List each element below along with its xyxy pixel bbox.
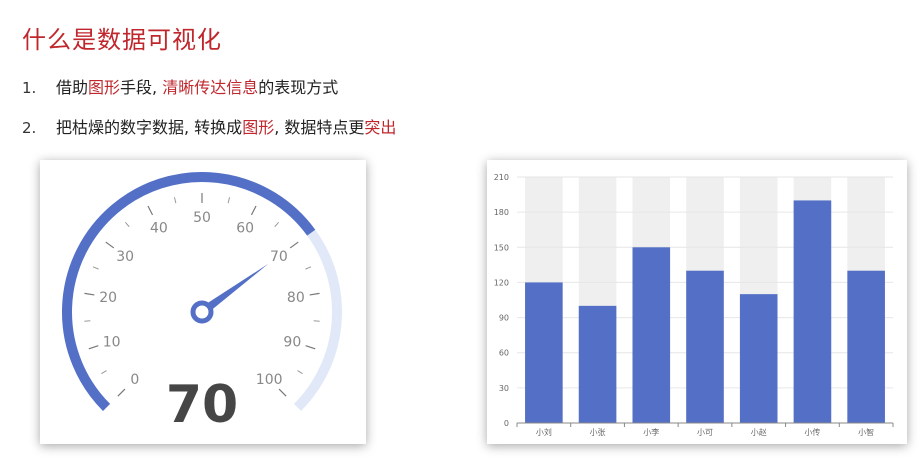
text-segment: 把枯燥的数字数据, 转换成 <box>56 118 243 137</box>
gauge-card: 0 10 20 30 40 50 60 70 80 90 100 70 <box>40 160 366 444</box>
gauge-tick-label: 30 <box>116 249 134 265</box>
gauge-tick-label: 70 <box>270 249 288 265</box>
text-segment: , 数据特点更 <box>274 118 365 137</box>
highlight-segment: 清晰传达信息 <box>162 78 259 97</box>
gauge-minor-tick <box>227 197 231 204</box>
text-segment: 借助 <box>56 78 89 97</box>
page-title: 什么是数据可视化 <box>22 26 222 54</box>
gauge-minor-tick <box>297 370 303 375</box>
gauge-major-tick <box>289 241 299 249</box>
gauge-value: 70 <box>166 375 238 435</box>
gauge-major-tick <box>250 205 257 216</box>
gauge-tick-label: 50 <box>193 210 211 226</box>
x-tick-label: 小赵 <box>751 427 767 437</box>
gauge-tick-label: 80 <box>287 290 305 306</box>
bar <box>847 270 885 423</box>
gauge-minor-tick <box>305 266 312 270</box>
bar <box>739 294 778 423</box>
gauge-minor-tick <box>173 197 177 204</box>
gauge-minor-tick <box>124 221 130 228</box>
gauge-tick-label: 10 <box>103 334 121 350</box>
gauge-major-tick <box>147 205 154 216</box>
x-tick-label: 小智 <box>858 427 874 437</box>
x-tick-label: 小张 <box>590 428 606 437</box>
bullet-number: 2. <box>22 119 37 137</box>
bar <box>578 305 617 423</box>
gauge-minor-tick <box>101 370 107 375</box>
y-tick-label: 90 <box>499 314 509 323</box>
highlight-segment: 突出 <box>364 118 397 137</box>
y-tick-label: 180 <box>494 208 509 217</box>
gauge-needle-hub <box>190 300 214 324</box>
y-tick-label: 30 <box>499 384 509 393</box>
gauge-minor-tick <box>274 221 280 228</box>
bar <box>793 200 832 423</box>
bullet-list: 1. 借助图形手段, 清晰传达信息的表现方式 2. 把枯燥的数字数据, 转换成图… <box>22 74 396 154</box>
gauge-major-tick <box>278 388 287 397</box>
highlight-segment: 图形 <box>88 78 121 97</box>
gauge-tick-label: 0 <box>130 372 139 388</box>
bullet-item-1: 1. 借助图形手段, 清晰传达信息的表现方式 <box>22 74 396 114</box>
bar-chart: 0 30 60 90 120 150 180 210 小刘 小张 小李 小可 小赵 小传 小智 <box>494 173 894 437</box>
bar-chart-card: 0 30 60 90 120 150 180 210 小刘 小张 小李 小可 小赵 小传 小智 <box>487 160 907 444</box>
x-tick-label: 小李 <box>643 427 659 437</box>
gauge-major-tick <box>105 241 115 249</box>
gauge-needle <box>199 263 269 316</box>
gauge-major-tick <box>117 388 126 397</box>
y-tick-label: 210 <box>494 173 509 182</box>
x-tick-label: 小可 <box>697 428 713 437</box>
bullet-text: 把枯燥的数字数据, 转换成图形, 数据特点更突出 <box>56 114 396 138</box>
gauge-major-tick <box>305 345 316 350</box>
gauge-major-tick <box>84 292 95 296</box>
x-tick-label: 小传 <box>804 427 820 437</box>
gauge-tick-label: 40 <box>150 220 168 236</box>
x-tick-label: 小刘 <box>536 427 552 437</box>
bullet-item-2: 2. 把枯燥的数字数据, 转换成图形, 数据特点更突出 <box>22 114 396 154</box>
gauge-chart: 0 10 20 30 40 50 60 70 80 90 100 70 <box>62 172 342 435</box>
bar <box>632 247 671 423</box>
y-tick-label: 150 <box>494 243 509 252</box>
text-segment: 手段, <box>120 78 163 97</box>
text-segment: 的表现方式 <box>258 78 339 97</box>
gauge-progress-arc <box>62 172 316 411</box>
y-tick-label: 60 <box>499 349 509 358</box>
bullet-number: 1. <box>22 79 37 97</box>
bar <box>686 270 724 423</box>
y-tick-label: 0 <box>504 419 509 428</box>
gauge-major-tick <box>88 345 99 350</box>
gauge-minor-tick <box>92 266 99 270</box>
y-tick-label: 120 <box>494 278 509 287</box>
bullet-text: 借助图形手段, 清晰传达信息的表现方式 <box>56 74 338 98</box>
gauge-major-tick <box>309 292 320 296</box>
highlight-segment: 图形 <box>242 118 275 137</box>
gauge-tick-label: 90 <box>283 334 301 350</box>
bar <box>525 282 563 423</box>
gauge-tick-label: 60 <box>236 220 254 236</box>
gauge-tick-label: 20 <box>99 290 117 306</box>
gauge-tick-label: 100 <box>256 372 283 388</box>
